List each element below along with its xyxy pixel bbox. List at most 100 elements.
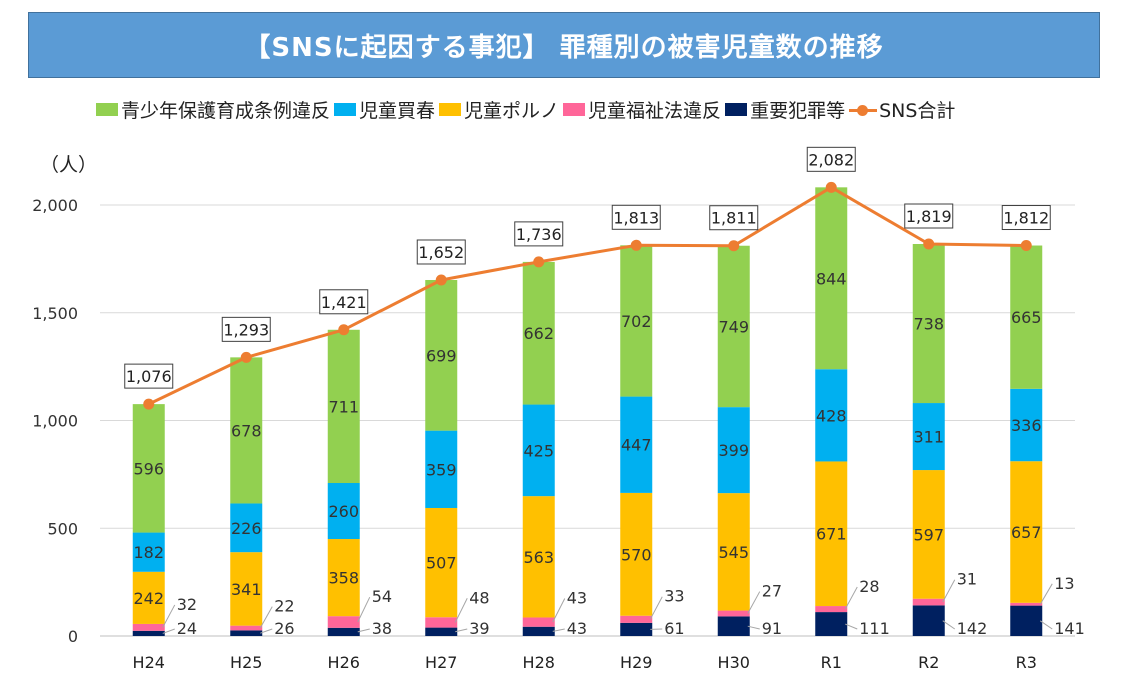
bar-segment-child-prostitution — [1010, 388, 1043, 462]
sns-total-label-box — [1001, 205, 1051, 231]
data-label-child-welfare: 22 — [274, 597, 294, 616]
leader-line-child-welfare — [552, 598, 566, 623]
bar-segment-serious-crime — [522, 626, 555, 636]
leader-line-child-welfare — [259, 606, 273, 629]
data-label-child-pornography: 341 — [231, 580, 262, 599]
data-label-serious-crime: 24 — [177, 619, 197, 638]
legend-label-child-pornography: 児童ポルノ — [464, 100, 560, 122]
chart-title-bar: 【SNSに起因する事犯】 罪種別の被害児童数の推移 — [28, 12, 1100, 78]
bar-segment-serious-crime — [717, 616, 750, 636]
bar-segment-youth-ordinance — [717, 245, 750, 408]
x-tick-label: R3 — [1016, 653, 1037, 672]
bar-segment-child-welfare — [522, 617, 555, 627]
legend-label-youth-ordinance: 青少年保護育成条例違反 — [121, 100, 331, 122]
bar-segment-child-prostitution — [230, 503, 263, 553]
bar-segment-serious-crime — [1010, 605, 1043, 636]
data-label-child-prostitution: 359 — [426, 460, 457, 479]
bar-segment-serious-crime — [230, 630, 263, 636]
y-tick-label: 1,000 — [32, 412, 78, 431]
bar-segment-serious-crime — [425, 627, 458, 636]
bar-segment-child-pornography — [815, 461, 848, 607]
sns-total-point — [825, 181, 837, 193]
bar-segment-youth-ordinance — [230, 357, 263, 504]
bar-segment-youth-ordinance — [1010, 245, 1043, 389]
legend-item-sns-total: SNS合計 — [849, 96, 955, 123]
bar-segment-child-prostitution — [425, 430, 458, 508]
legend: 青少年保護育成条例違反 児童買春 児童ポルノ 児童福祉法違反 重要犯罪等 SNS… — [96, 96, 959, 123]
sns-total-label-box — [416, 239, 466, 265]
bar-segment-child-welfare — [425, 617, 458, 628]
sns-total-label-box — [709, 205, 759, 231]
sns-total-point — [923, 238, 935, 250]
data-label-serious-crime: 142 — [957, 619, 988, 638]
data-label-sns-total: 1,421 — [321, 293, 367, 312]
bar-segment-youth-ordinance — [815, 187, 848, 370]
data-label-youth-ordinance: 749 — [718, 317, 749, 336]
x-tick-label: R2 — [918, 653, 939, 672]
x-tick-label: H24 — [133, 653, 165, 672]
bar-segment-serious-crime — [132, 630, 165, 636]
data-label-child-pornography: 563 — [523, 548, 554, 567]
bar-segment-youth-ordinance — [425, 279, 458, 431]
data-label-sns-total: 1,813 — [613, 208, 659, 227]
legend-swatch-youth-ordinance — [96, 103, 118, 116]
bar-segment-child-pornography — [132, 571, 165, 624]
y-tick-label: 500 — [47, 519, 78, 538]
y-axis-unit-label: （人） — [40, 154, 98, 176]
bar-segment-child-welfare — [327, 616, 360, 628]
legend-item-child-prostitution: 児童買春 — [334, 96, 435, 123]
data-label-child-welfare: 32 — [177, 595, 197, 614]
sns-total-label-box — [319, 289, 369, 315]
legend-label-serious-crime: 重要犯罪等 — [750, 100, 846, 122]
data-label-youth-ordinance: 711 — [328, 397, 359, 416]
legend-swatch-child-prostitution — [334, 103, 357, 116]
data-label-child-welfare: 13 — [1054, 574, 1074, 593]
leader-line-serious-crime — [260, 628, 273, 634]
data-label-child-welfare: 28 — [859, 577, 879, 596]
data-label-child-prostitution: 428 — [816, 406, 847, 425]
bar-segment-youth-ordinance — [327, 329, 360, 483]
sns-total-label-box — [124, 363, 174, 389]
bar-segment-child-pornography — [425, 507, 458, 618]
data-label-child-prostitution: 311 — [913, 428, 944, 447]
data-label-serious-crime: 61 — [664, 619, 684, 638]
data-label-child-prostitution: 260 — [328, 502, 359, 521]
sns-total-label-box — [221, 316, 271, 342]
bar-segment-child-prostitution — [522, 404, 555, 497]
y-tick-label: 1,500 — [32, 304, 78, 323]
data-label-serious-crime: 111 — [859, 619, 890, 638]
sns-total-label-box — [611, 204, 661, 230]
sns-total-point — [533, 256, 545, 268]
data-label-child-prostitution: 447 — [621, 436, 652, 455]
leader-line-serious-crime — [552, 628, 565, 632]
sns-total-label-box — [514, 221, 564, 247]
chart-title: 【SNSに起因する事犯】 罪種別の被害児童数の推移 — [244, 32, 884, 63]
sns-total-point — [728, 240, 740, 252]
data-label-sns-total: 1,819 — [906, 207, 952, 226]
bar-segment-serious-crime — [327, 627, 360, 636]
data-label-sns-total: 1,736 — [516, 225, 562, 244]
data-label-sns-total: 1,812 — [1003, 209, 1049, 228]
data-label-serious-crime: 38 — [372, 619, 392, 638]
data-label-child-welfare: 54 — [372, 587, 392, 606]
data-label-sns-total: 1,811 — [711, 209, 757, 228]
data-label-youth-ordinance: 844 — [816, 269, 847, 288]
bar-segment-child-prostitution — [717, 407, 750, 494]
bar-segment-youth-ordinance — [912, 244, 945, 404]
sns-total-label-box — [904, 203, 954, 229]
sns-total-point — [338, 324, 350, 336]
data-label-youth-ordinance: 678 — [231, 421, 262, 440]
bar-segment-child-prostitution — [327, 482, 360, 540]
x-tick-label: H26 — [328, 653, 360, 672]
leader-line-serious-crime — [357, 628, 370, 633]
legend-swatch-child-welfare — [563, 103, 586, 116]
data-label-youth-ordinance: 596 — [133, 459, 164, 478]
bar-segment-child-pornography — [522, 496, 555, 618]
data-label-child-prostitution: 336 — [1011, 416, 1042, 435]
bar-segment-child-pornography — [912, 470, 945, 599]
x-tick-label: H25 — [230, 653, 262, 672]
sns-total-label-box — [806, 146, 856, 172]
bar-segment-child-prostitution — [132, 532, 165, 572]
leader-line-child-welfare — [649, 596, 663, 620]
